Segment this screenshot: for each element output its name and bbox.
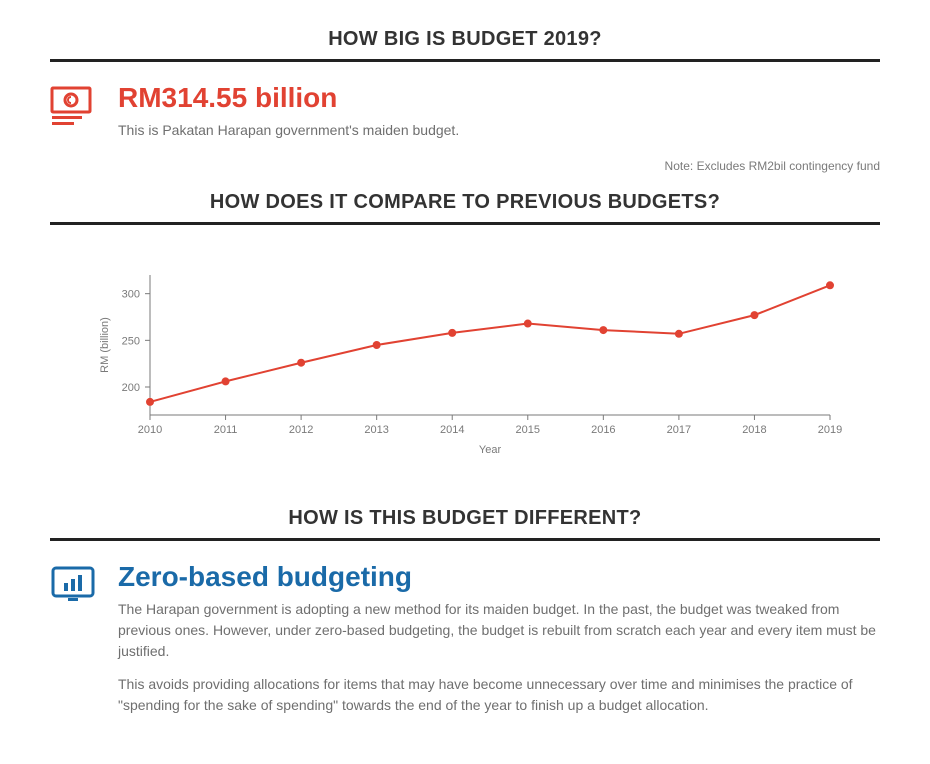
money-icon <box>50 82 96 128</box>
svg-text:2016: 2016 <box>591 424 615 436</box>
budget-amount-row: RM314.55 billion This is Pakatan Harapan… <box>50 82 880 141</box>
zero-based-headline: Zero-based budgeting <box>118 561 880 593</box>
svg-text:200: 200 <box>122 382 140 394</box>
svg-text:2012: 2012 <box>289 424 313 436</box>
bar-chart-monitor-icon <box>50 561 96 607</box>
svg-text:300: 300 <box>122 289 140 301</box>
svg-text:2013: 2013 <box>364 424 388 436</box>
svg-text:RM (billion): RM (billion) <box>99 317 111 373</box>
section-title-compare: HOW DOES IT COMPARE TO PREVIOUS BUDGETS? <box>50 191 880 225</box>
svg-text:Year: Year <box>479 444 502 456</box>
zero-based-para-2: This avoids providing allocations for it… <box>118 674 880 716</box>
section-title-how-big: HOW BIG IS BUDGET 2019? <box>50 28 880 62</box>
svg-text:2019: 2019 <box>818 424 842 436</box>
budget-comparison-chart: 200 250 300 RM (billion) 2010 2011 2012 2013 201… <box>50 245 880 489</box>
svg-text:2014: 2014 <box>440 424 464 436</box>
zero-based-text: Zero-based budgeting The Harapan governm… <box>118 561 880 728</box>
budget-amount-value: RM314.55 billion <box>118 82 459 114</box>
svg-text:2015: 2015 <box>516 424 540 436</box>
svg-text:2011: 2011 <box>214 424 238 436</box>
section-title-different: HOW IS THIS BUDGET DIFFERENT? <box>50 507 880 541</box>
zero-based-para-1: The Harapan government is adopting a new… <box>118 599 880 662</box>
svg-text:2018: 2018 <box>742 424 766 436</box>
budget-amount-text: RM314.55 billion This is Pakatan Harapan… <box>118 82 459 141</box>
budget-amount-subtext: This is Pakatan Harapan government's mai… <box>118 120 459 141</box>
line-chart-svg: 200 250 300 RM (billion) 2010 2011 2012 2013 201… <box>80 255 850 465</box>
zero-based-row: Zero-based budgeting The Harapan governm… <box>50 561 880 728</box>
svg-text:2010: 2010 <box>138 424 162 436</box>
contingency-note: Note: Excludes RM2bil contingency fund <box>50 159 880 173</box>
svg-text:2017: 2017 <box>667 424 691 436</box>
svg-text:250: 250 <box>122 335 140 347</box>
